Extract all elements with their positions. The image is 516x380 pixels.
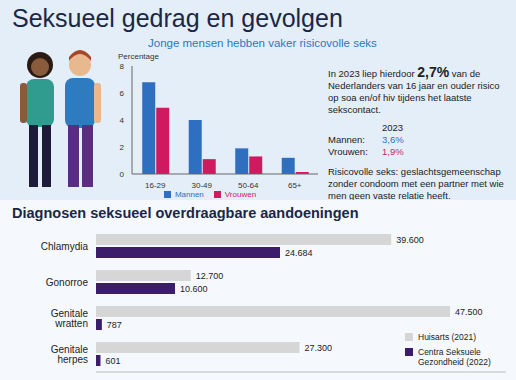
html-text:Vrouwen:: Vrouwen:	[328, 146, 368, 157]
html-text:Diagnosen seksueel overdraagba: Diagnosen seksueel overdraagbare aandoen…	[12, 205, 359, 221]
svg-text:30-49: 30-49	[192, 181, 213, 190]
html-text:Jonge mensen hebben vaker risi: Jonge mensen hebben vaker risicovolle se…	[148, 37, 377, 49]
html-text:2023: 2023	[382, 122, 404, 133]
svg-text:Genitalewratten: Genitalewratten	[51, 308, 89, 329]
svg-text:16-29: 16-29	[145, 181, 166, 190]
svg-text:12.700: 12.700	[196, 271, 224, 281]
html-text:1,9%: 1,9%	[382, 146, 404, 157]
svg-text:Genitaleherpes: Genitaleherpes	[51, 344, 89, 365]
html-text:Risicovolle seks: geslachtsgem: Risicovolle seks: geslachtsgemeenschap z…	[328, 166, 504, 201]
svg-text:601: 601	[105, 356, 120, 366]
html-text:Percentage: Percentage	[118, 52, 159, 61]
html-text:Seksueel gedrag en gevolgen: Seksueel gedrag en gevolgen	[12, 4, 343, 32]
svg-text:8: 8	[120, 62, 125, 71]
svg-text:10.600: 10.600	[180, 284, 208, 294]
svg-text:0: 0	[120, 170, 125, 179]
html-text:3,6%: 3,6%	[382, 134, 404, 145]
svg-text:Chlamydia: Chlamydia	[41, 241, 89, 252]
html-text:Centra Seksuele Gezondheid (20: Centra Seksuele Gezondheid (2022)	[418, 347, 491, 367]
svg-text:Gonorroe: Gonorroe	[46, 277, 89, 288]
svg-text:6: 6	[120, 89, 125, 98]
html-text:Mannen:: Mannen:	[328, 134, 365, 145]
svg-text:27.300: 27.300	[305, 343, 333, 353]
svg-text:4: 4	[120, 116, 125, 125]
html-text:Vrouwen: Vrouwen	[224, 190, 257, 199]
html-text:In 2023 liep hierdoor2,7%van d: In 2023 liep hierdoor2,7%van de Nederlan…	[328, 64, 500, 115]
svg-text:24.684: 24.684	[285, 248, 313, 258]
svg-text:39.600: 39.600	[396, 235, 424, 245]
svg-text:787: 787	[107, 320, 122, 330]
svg-text:2: 2	[120, 143, 125, 152]
html-text:Huisarts (2021): Huisarts (2021)	[418, 332, 477, 342]
svg-text:65+: 65+	[288, 181, 302, 190]
svg-text:47.500: 47.500	[455, 307, 483, 317]
svg-text:50-64: 50-64	[238, 181, 259, 190]
html-text:Mannen: Mannen	[174, 190, 204, 199]
